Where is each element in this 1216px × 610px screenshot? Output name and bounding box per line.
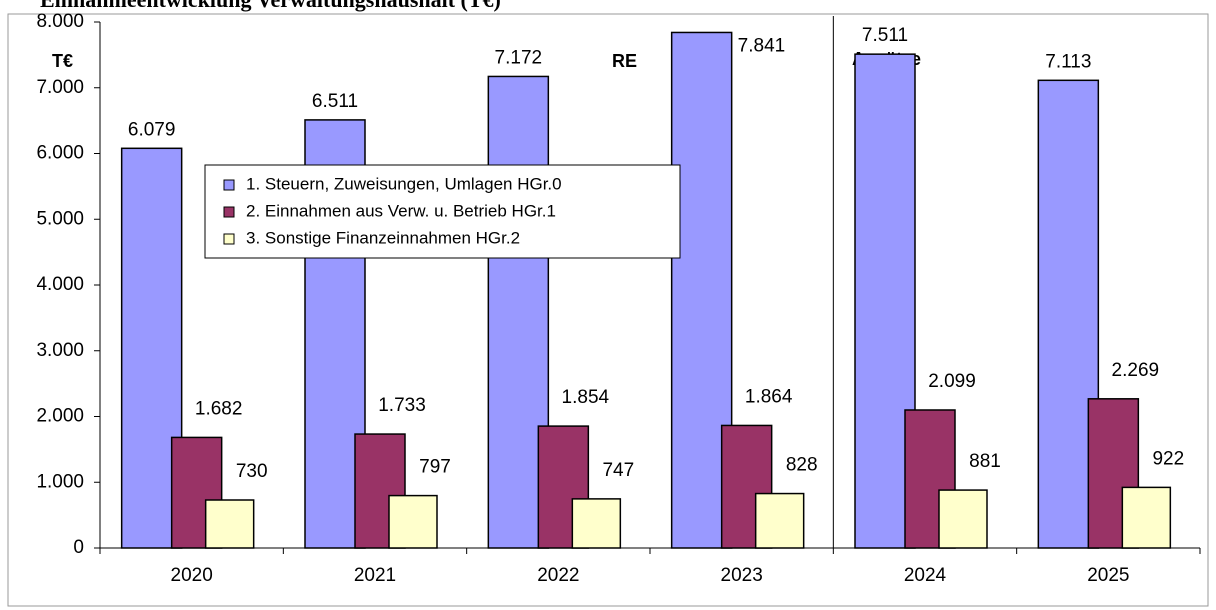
y-tick-label: 4.000 xyxy=(36,274,84,295)
y-tick-label: 6.000 xyxy=(36,143,84,164)
data-label: 881 xyxy=(969,451,1001,472)
annotation: RE xyxy=(612,51,637,71)
x-tick-label: 2024 xyxy=(904,565,947,586)
y-tick-label: 8.000 xyxy=(36,11,84,32)
data-label: 747 xyxy=(602,460,634,481)
legend-swatch xyxy=(223,179,235,191)
y-tick-label: 2.000 xyxy=(36,406,84,427)
x-tick-label: 2023 xyxy=(721,565,763,586)
data-label: 6.511 xyxy=(312,91,358,112)
legend-box xyxy=(204,164,681,259)
data-label: 922 xyxy=(1152,448,1184,469)
data-label: 6.079 xyxy=(128,119,176,140)
data-label: 1.854 xyxy=(562,387,610,408)
x-tick-label: 2020 xyxy=(171,565,213,586)
x-tick-label: 2022 xyxy=(537,565,579,586)
data-label: 828 xyxy=(786,455,818,476)
unit-label: T€ xyxy=(52,51,73,71)
data-label: 7.172 xyxy=(495,47,543,68)
y-tick-label: 0 xyxy=(73,537,84,558)
legend-label: 3. Sonstige Finanzeinnahmen HGr.2 xyxy=(246,228,520,247)
legend-label: 1. Steuern, Zuweisungen, Umlagen HGr.0 xyxy=(246,174,562,193)
data-label: 7.511 xyxy=(862,25,908,46)
data-label: 1.682 xyxy=(195,398,243,419)
data-label: 2.269 xyxy=(1112,360,1160,381)
bar xyxy=(571,498,622,549)
x-tick-label: 2025 xyxy=(1087,565,1129,586)
bar xyxy=(204,499,255,549)
y-tick-label: 1.000 xyxy=(36,471,84,492)
legend-swatch xyxy=(223,206,235,218)
y-tick-label: 7.000 xyxy=(36,77,84,98)
bar xyxy=(388,494,438,549)
bar xyxy=(754,492,805,549)
chart-title: Einnahmeentwicklung Verwaltungshaushalt … xyxy=(40,0,501,12)
x-tick-label: 2021 xyxy=(354,565,396,586)
data-label: 1.733 xyxy=(378,395,426,416)
y-tick-label: 5.000 xyxy=(36,208,84,229)
legend-label: 2. Einnahmen aus Verw. u. Betrieb HGr.1 xyxy=(246,201,556,220)
data-label: 7.841 xyxy=(738,35,786,56)
bar xyxy=(1121,486,1172,549)
legend-swatch xyxy=(223,233,235,245)
data-label: 2.099 xyxy=(928,371,976,392)
data-label: 730 xyxy=(236,461,268,482)
bar xyxy=(938,489,988,549)
data-label: 7.113 xyxy=(1045,51,1091,72)
data-label: 797 xyxy=(419,457,451,478)
y-tick-label: 3.000 xyxy=(36,340,84,361)
bar xyxy=(120,147,183,549)
data-label: 1.864 xyxy=(745,386,793,407)
